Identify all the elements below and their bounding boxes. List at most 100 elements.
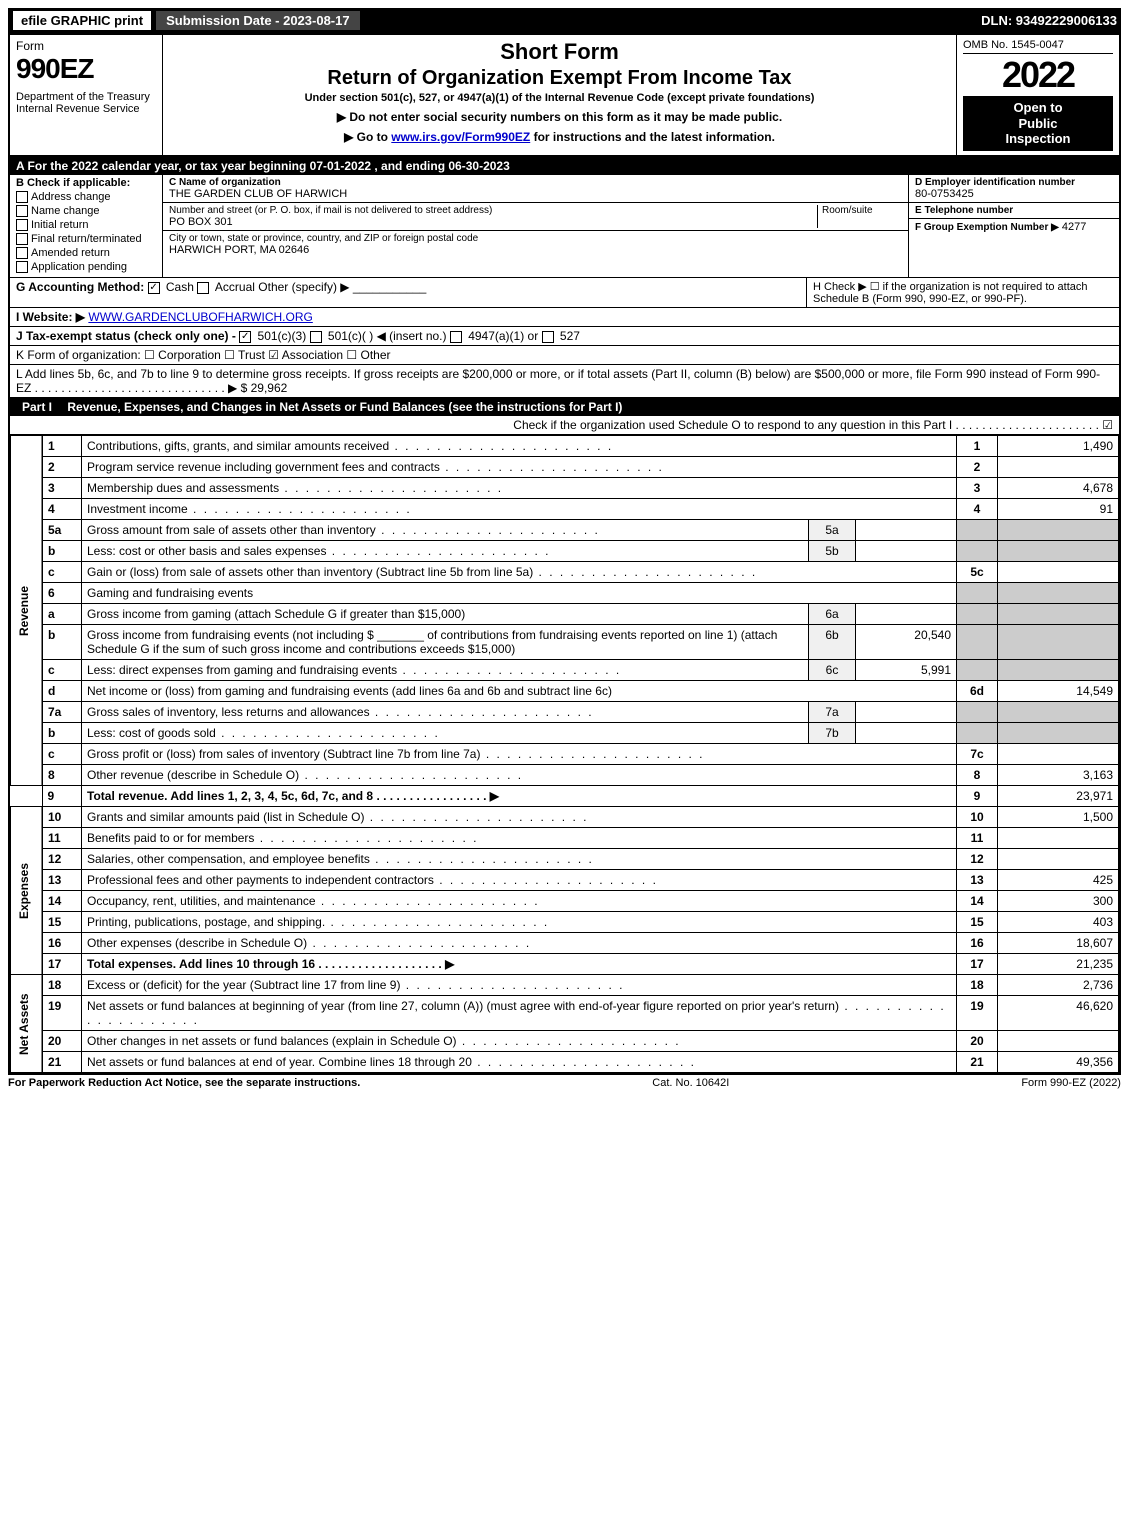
- chk-501c3[interactable]: [239, 331, 251, 343]
- form-subtitle: Under section 501(c), 527, or 4947(a)(1)…: [171, 92, 948, 104]
- line-15-desc: Printing, publications, postage, and shi…: [82, 912, 957, 933]
- line-7a-subref: 7a: [809, 702, 856, 723]
- line-19-desc: Net assets or fund balances at beginning…: [82, 996, 957, 1031]
- omb-number: OMB No. 1545-0047: [963, 39, 1113, 54]
- line-k: K Form of organization: ☐ Corporation ☐ …: [10, 346, 1119, 365]
- chk-address-change[interactable]: Address change: [16, 191, 156, 203]
- part-1-table: Revenue 1 Contributions, gifts, grants, …: [10, 435, 1119, 1073]
- accrual-label: Accrual: [215, 280, 255, 294]
- shaded-cell: [957, 583, 998, 604]
- line-num: 21: [42, 1052, 82, 1073]
- line-12-amt: [998, 849, 1119, 870]
- city-block: City or town, state or province, country…: [163, 231, 908, 258]
- website-link[interactable]: WWW.GARDENCLUBOFHARWICH.ORG: [88, 310, 312, 324]
- line-h: H Check ▶ ☐ if the organization is not r…: [806, 278, 1119, 307]
- line-4-ref: 4: [957, 499, 998, 520]
- section-b-c-d: B Check if applicable: Address change Na…: [10, 175, 1119, 279]
- street-label: Number and street (or P. O. box, if mail…: [169, 205, 817, 216]
- line-6c-subamt: 5,991: [856, 660, 957, 681]
- opt-501c3: 501(c)(3): [258, 329, 307, 343]
- line-12-desc: Salaries, other compensation, and employ…: [82, 849, 957, 870]
- line-13-desc: Professional fees and other payments to …: [82, 870, 957, 891]
- line-9-amt: 23,971: [998, 786, 1119, 807]
- section-c: C Name of organization THE GARDEN CLUB O…: [163, 175, 908, 278]
- irs-link[interactable]: www.irs.gov/Form990EZ: [391, 130, 530, 144]
- line-6d-ref: 6d: [957, 681, 998, 702]
- org-name: THE GARDEN CLUB OF HARWICH: [169, 188, 902, 200]
- line-3-ref: 3: [957, 478, 998, 499]
- line-6a-subamt: [856, 604, 957, 625]
- chk-label: Final return/terminated: [31, 233, 142, 245]
- line-19-amt: 46,620: [998, 996, 1119, 1031]
- form-word: Form: [16, 39, 156, 53]
- form-container: Form 990EZ Department of the Treasury In…: [8, 33, 1121, 1075]
- header-center: Short Form Return of Organization Exempt…: [163, 35, 957, 155]
- line-13-amt: 425: [998, 870, 1119, 891]
- line-8-amt: 3,163: [998, 765, 1119, 786]
- line-14-desc: Occupancy, rent, utilities, and maintena…: [82, 891, 957, 912]
- line-num: 3: [42, 478, 82, 499]
- line-9-ref: 9: [957, 786, 998, 807]
- line-num: 5a: [42, 520, 82, 541]
- open-line-2: Public: [965, 116, 1111, 132]
- chk-final-return[interactable]: Final return/terminated: [16, 233, 156, 245]
- line-7a-subamt: [856, 702, 957, 723]
- group-label: F Group Exemption Number ▶: [915, 222, 1059, 233]
- chk-501c[interactable]: [310, 331, 322, 343]
- line-6a-subref: 6a: [809, 604, 856, 625]
- line-h-text: H Check ▶ ☐ if the organization is not r…: [813, 281, 1088, 305]
- city-label: City or town, state or province, country…: [169, 233, 902, 244]
- line-num: 9: [42, 786, 82, 807]
- shaded-cell: [957, 723, 998, 744]
- submission-date: Submission Date - 2023-08-17: [156, 11, 360, 30]
- line-3-amt: 4,678: [998, 478, 1119, 499]
- part-1-title: Revenue, Expenses, and Changes in Net As…: [67, 400, 622, 414]
- line-7b-subamt: [856, 723, 957, 744]
- form-header: Form 990EZ Department of the Treasury In…: [10, 35, 1119, 157]
- line-20-amt: [998, 1031, 1119, 1052]
- line-21-amt: 49,356: [998, 1052, 1119, 1073]
- chk-name-change[interactable]: Name change: [16, 205, 156, 217]
- chk-527[interactable]: [542, 331, 554, 343]
- line-num: 15: [42, 912, 82, 933]
- line-15-ref: 15: [957, 912, 998, 933]
- line-15-amt: 403: [998, 912, 1119, 933]
- line-g-label: G Accounting Method:: [16, 280, 144, 294]
- street-value: PO BOX 301: [169, 216, 817, 228]
- open-line-3: Inspection: [965, 131, 1111, 147]
- chk-application-pending[interactable]: Application pending: [16, 261, 156, 273]
- dln-number: DLN: 93492229006133: [981, 13, 1117, 28]
- chk-amended-return[interactable]: Amended return: [16, 247, 156, 259]
- chk-accrual[interactable]: [197, 282, 209, 294]
- line-16-amt: 18,607: [998, 933, 1119, 954]
- section-b-header: B Check if applicable:: [16, 177, 156, 189]
- chk-4947[interactable]: [450, 331, 462, 343]
- line-l-amount: 29,962: [251, 381, 288, 395]
- line-5c-ref: 5c: [957, 562, 998, 583]
- shaded-cell: [998, 520, 1119, 541]
- phone-block: E Telephone number: [909, 203, 1119, 219]
- shaded-cell: [998, 625, 1119, 660]
- line-num: 2: [42, 457, 82, 478]
- form-title-2: Return of Organization Exempt From Incom…: [171, 67, 948, 90]
- ein-block: D Employer identification number 80-0753…: [909, 175, 1119, 203]
- chk-label: Initial return: [31, 219, 88, 231]
- line-9-desc: Total revenue. Add lines 1, 2, 3, 4, 5c,…: [82, 786, 957, 807]
- group-value: 4277: [1062, 221, 1086, 233]
- efile-print-button[interactable]: efile GRAPHIC print: [12, 10, 152, 31]
- shaded-cell: [998, 541, 1119, 562]
- line-5c-desc: Gain or (loss) from sale of assets other…: [82, 562, 957, 583]
- line-17-desc: Total expenses. Add lines 10 through 16 …: [82, 954, 957, 975]
- shaded-cell: [957, 541, 998, 562]
- chk-initial-return[interactable]: Initial return: [16, 219, 156, 231]
- form-title-1: Short Form: [171, 39, 948, 65]
- chk-cash[interactable]: [148, 282, 160, 294]
- line-7c-amt: [998, 744, 1119, 765]
- ein-label: D Employer identification number: [915, 177, 1113, 188]
- line-num: 19: [42, 996, 82, 1031]
- section-b: B Check if applicable: Address change Na…: [10, 175, 163, 278]
- org-name-block: C Name of organization THE GARDEN CLUB O…: [163, 175, 908, 203]
- line-21-ref: 21: [957, 1052, 998, 1073]
- line-j: J Tax-exempt status (check only one) - 5…: [10, 327, 1119, 346]
- line-num: 6: [42, 583, 82, 604]
